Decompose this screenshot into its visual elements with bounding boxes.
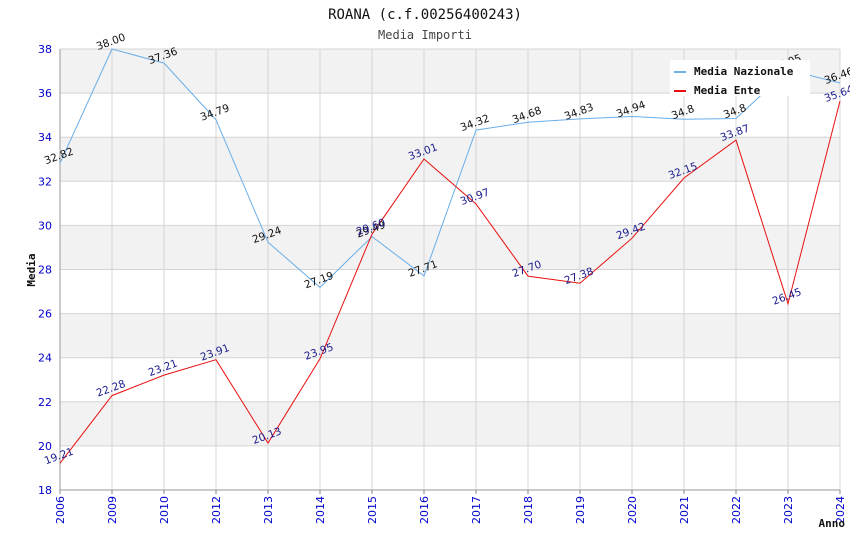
legend-label-ente: Media Ente bbox=[694, 84, 761, 97]
chart-title: ROANA (c.f.00256400243) bbox=[328, 7, 522, 23]
x-tick-labels: 2006 2009 2010 2012 2013 2014 2015 2016 2017 2018… bbox=[54, 496, 847, 524]
series-line-ente bbox=[59, 100, 841, 464]
legend: Media Nazionale Media Ente bbox=[670, 60, 810, 97]
x-tick-label: 2021 bbox=[678, 496, 691, 524]
x-tick-label: 2017 bbox=[470, 496, 483, 524]
x-tick-label: 2010 bbox=[158, 496, 171, 524]
y-tick-label: 24 bbox=[38, 352, 52, 365]
data-label-nazionale: 34.83 bbox=[563, 101, 595, 123]
y-axis-title: Media bbox=[25, 253, 38, 286]
x-tick-label: 2018 bbox=[522, 496, 535, 524]
y-tick-label: 28 bbox=[38, 264, 52, 277]
plot-background bbox=[60, 49, 840, 446]
y-tick-label: 26 bbox=[38, 308, 52, 321]
x-tick-label: 2023 bbox=[782, 496, 795, 524]
series-lines bbox=[59, 48, 841, 464]
plot-band bbox=[60, 225, 840, 270]
x-tick-label: 2013 bbox=[262, 496, 275, 524]
x-tick-label: 2019 bbox=[574, 496, 587, 524]
x-tick-label: 2014 bbox=[314, 496, 327, 524]
legend-box bbox=[670, 60, 810, 96]
y-tick-label: 20 bbox=[38, 440, 52, 453]
data-label-nazionale: 34.68 bbox=[511, 105, 543, 127]
y-tick-label: 38 bbox=[38, 43, 52, 56]
x-tick-label: 2024 bbox=[834, 496, 847, 524]
y-tick-label: 34 bbox=[38, 131, 52, 144]
plot-band bbox=[60, 401, 840, 446]
legend-label-nazionale: Media Nazionale bbox=[694, 65, 794, 78]
x-tick-label: 2009 bbox=[106, 496, 119, 524]
x-axis-title: Anno bbox=[819, 517, 846, 530]
y-tick-label: 30 bbox=[38, 219, 52, 232]
data-label-nazionale: 27.19 bbox=[303, 270, 335, 292]
x-tick-label: 2020 bbox=[626, 496, 639, 524]
x-tick-label: 2015 bbox=[366, 496, 379, 524]
plot-band bbox=[60, 313, 840, 358]
y-tick-label: 22 bbox=[38, 396, 52, 409]
y-tick-labels: 18 20 22 24 26 28 30 32 34 36 38 bbox=[38, 43, 52, 497]
series-line-nazionale bbox=[59, 48, 841, 289]
y-tick-label: 32 bbox=[38, 175, 52, 188]
y-tick-label: 18 bbox=[38, 484, 52, 497]
x-tick-label: 2022 bbox=[730, 496, 743, 524]
axes bbox=[59, 49, 841, 494]
y-tick-label: 36 bbox=[38, 87, 52, 100]
x-tick-label: 2016 bbox=[418, 496, 431, 524]
data-label-nazionale: 34.79 bbox=[199, 102, 231, 124]
data-label-ente: 26.45 bbox=[771, 286, 803, 308]
x-tick-label: 2006 bbox=[54, 496, 67, 524]
data-label-ente: 30.97 bbox=[459, 186, 491, 208]
chart-subtitle: Media Importi bbox=[378, 28, 472, 42]
data-label-nazionale: 34.32 bbox=[459, 113, 491, 135]
x-tick-label: 2012 bbox=[210, 496, 223, 524]
